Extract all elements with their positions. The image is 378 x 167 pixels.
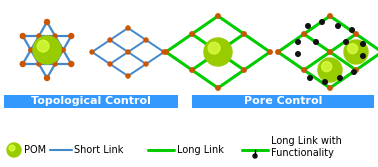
Circle shape <box>253 154 257 158</box>
Circle shape <box>90 50 94 54</box>
Circle shape <box>276 50 280 54</box>
Text: Topological Control: Topological Control <box>31 97 151 107</box>
Circle shape <box>144 38 148 42</box>
Circle shape <box>308 76 312 80</box>
Circle shape <box>344 40 348 44</box>
Circle shape <box>350 28 354 32</box>
Circle shape <box>126 74 130 78</box>
Circle shape <box>328 86 332 90</box>
Circle shape <box>7 143 21 157</box>
Text: c: c <box>215 95 221 105</box>
Circle shape <box>45 75 50 80</box>
Circle shape <box>302 32 306 36</box>
Circle shape <box>314 40 318 44</box>
Circle shape <box>61 48 65 52</box>
Circle shape <box>338 76 342 80</box>
Circle shape <box>20 34 25 39</box>
Circle shape <box>69 34 74 39</box>
Circle shape <box>108 38 112 42</box>
Text: Long Link: Long Link <box>177 145 224 155</box>
Circle shape <box>296 40 300 44</box>
Circle shape <box>126 26 130 30</box>
Circle shape <box>322 62 332 72</box>
Circle shape <box>306 24 310 28</box>
Circle shape <box>164 50 168 54</box>
Circle shape <box>216 86 220 90</box>
Circle shape <box>361 42 365 46</box>
Text: Pore Control: Pore Control <box>244 97 322 107</box>
Circle shape <box>37 40 49 52</box>
Circle shape <box>204 38 232 66</box>
Circle shape <box>45 20 50 25</box>
Circle shape <box>108 62 112 66</box>
Circle shape <box>354 68 358 72</box>
Circle shape <box>208 42 220 54</box>
Circle shape <box>354 32 358 36</box>
Circle shape <box>162 50 166 54</box>
Circle shape <box>242 32 246 36</box>
Circle shape <box>328 50 332 54</box>
Circle shape <box>302 68 306 72</box>
Circle shape <box>320 20 324 24</box>
Circle shape <box>126 50 130 54</box>
Circle shape <box>20 61 25 66</box>
Circle shape <box>336 24 340 28</box>
Circle shape <box>69 61 74 66</box>
Circle shape <box>29 48 33 52</box>
Circle shape <box>53 34 57 38</box>
Circle shape <box>268 50 272 54</box>
Circle shape <box>361 54 365 58</box>
Circle shape <box>190 68 194 72</box>
Text: Long Link with
Functionality: Long Link with Functionality <box>271 136 342 158</box>
Circle shape <box>216 50 220 54</box>
Circle shape <box>37 62 41 66</box>
Circle shape <box>296 52 300 56</box>
Text: POM: POM <box>24 145 46 155</box>
Circle shape <box>9 145 15 151</box>
Circle shape <box>53 62 57 66</box>
Circle shape <box>352 70 356 74</box>
Circle shape <box>328 14 332 18</box>
Circle shape <box>144 62 148 66</box>
Circle shape <box>242 68 246 72</box>
Circle shape <box>33 36 61 64</box>
Bar <box>4 95 178 108</box>
Circle shape <box>37 34 41 38</box>
Bar <box>192 95 374 108</box>
Text: Short Link: Short Link <box>74 145 123 155</box>
Circle shape <box>348 44 358 54</box>
Circle shape <box>323 80 327 84</box>
Circle shape <box>216 14 220 18</box>
Text: a: a <box>43 95 50 105</box>
Circle shape <box>344 40 368 64</box>
Text: b: b <box>124 95 132 105</box>
Circle shape <box>190 32 194 36</box>
Text: d: d <box>327 95 333 105</box>
Circle shape <box>318 58 342 82</box>
